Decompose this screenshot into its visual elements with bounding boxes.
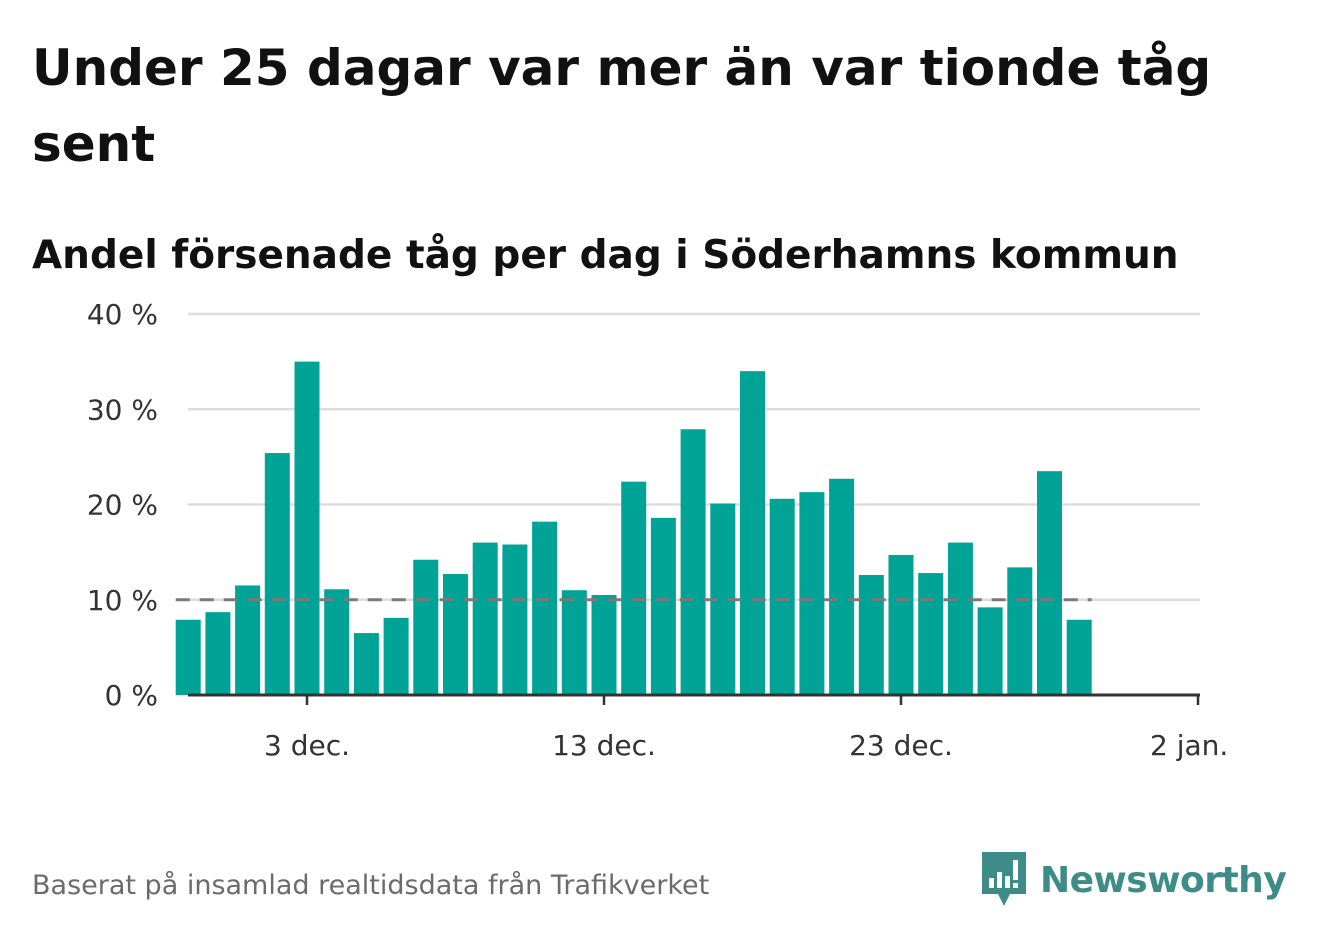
- x-tick-label: 2 jan.: [1150, 729, 1228, 762]
- bar: [502, 544, 528, 695]
- chart-title: Under 25 dagar var mer än var tionde tåg…: [32, 39, 1212, 173]
- x-tick-label: 13 dec.: [552, 729, 656, 762]
- y-tick-label: 0 %: [105, 679, 158, 712]
- bar: [947, 542, 973, 695]
- bar: [680, 429, 706, 695]
- bar: [383, 617, 409, 695]
- bar: [353, 633, 379, 695]
- bar: [532, 521, 558, 695]
- bar: [1037, 471, 1062, 695]
- bar: [858, 574, 884, 695]
- bar: [294, 361, 320, 695]
- y-axis-tick-labels: 0 % 10 % 20 % 30 % 40 %: [87, 298, 158, 712]
- bar: [769, 498, 795, 695]
- bar: [264, 453, 290, 695]
- bar: [413, 559, 439, 695]
- bar: [650, 517, 676, 695]
- bar: [175, 619, 201, 695]
- source-note: Baserat på insamlad realtidsdata från Tr…: [32, 870, 710, 901]
- bar: [561, 590, 587, 695]
- bar: [740, 371, 765, 695]
- y-tick-label: 30 %: [87, 393, 158, 426]
- y-tick-label: 20 %: [87, 489, 158, 522]
- y-tick-label: 10 %: [87, 584, 158, 617]
- newsworthy-logo-icon: [982, 852, 1026, 906]
- bar: [1066, 619, 1092, 695]
- x-axis-tick-labels: 3 dec. 13 dec. 23 dec. 2 jan.: [264, 729, 1228, 762]
- bars: [175, 361, 1092, 695]
- bar: [443, 574, 468, 695]
- bar: [977, 607, 1003, 695]
- bar: [799, 492, 825, 695]
- brand-logo: Newsworthy: [980, 850, 1287, 910]
- bar: [918, 573, 944, 695]
- x-tick-label: 23 dec.: [849, 729, 953, 762]
- y-tick-label: 40 %: [87, 298, 158, 331]
- bar: [591, 594, 617, 695]
- bar: [472, 542, 498, 695]
- x-tick-label: 3 dec.: [264, 729, 350, 762]
- bar: [205, 612, 231, 695]
- bar: [1007, 567, 1033, 695]
- chart-subtitle: Andel försenade tåg per dag i Söderhamns…: [32, 233, 1179, 278]
- bar: [621, 481, 647, 695]
- bar-chart: 0 % 10 % 20 % 30 % 40 % 3 dec. 13 dec. 23 dec.…: [87, 298, 1228, 762]
- bar: [888, 554, 914, 695]
- bar: [235, 585, 261, 695]
- bar: [324, 589, 350, 695]
- bar: [829, 478, 855, 695]
- brand-name: Newsworthy: [1040, 859, 1287, 901]
- x-axis: [188, 693, 1200, 705]
